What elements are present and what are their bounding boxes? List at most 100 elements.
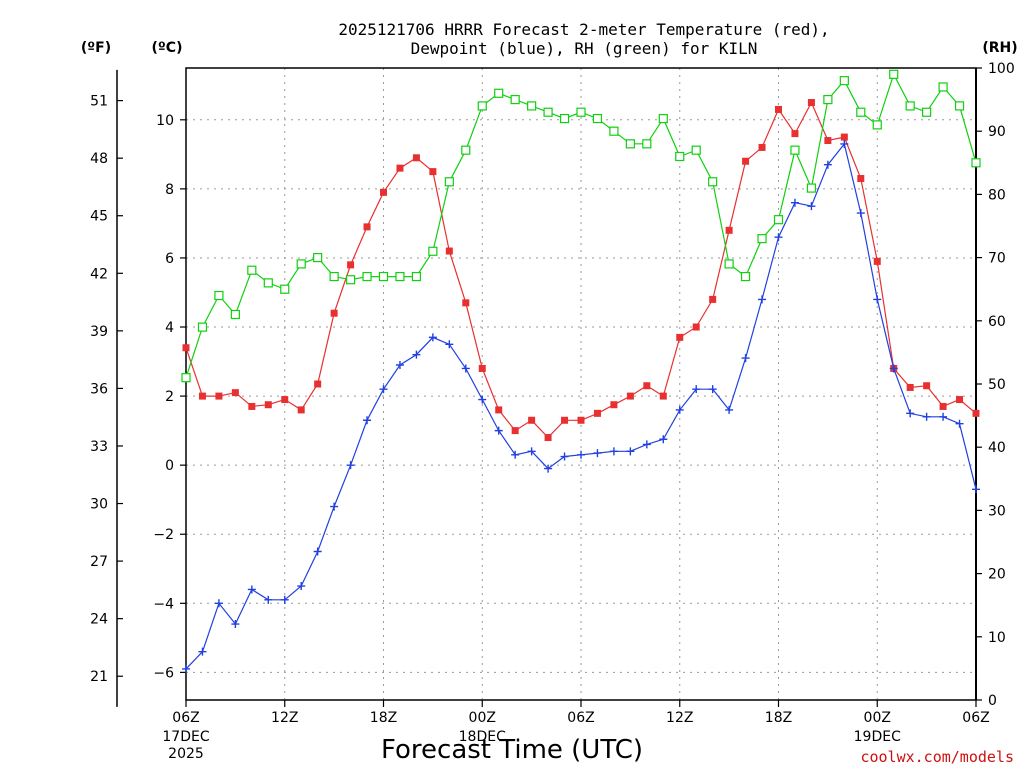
rh-tick-label: 30 bbox=[988, 503, 1006, 519]
dewpoint-point bbox=[955, 419, 964, 428]
dewpoint-point bbox=[725, 405, 734, 414]
dewpoint-point bbox=[297, 582, 306, 591]
rh-point bbox=[197, 322, 208, 332]
celsius-tick-label: −6 bbox=[153, 665, 174, 681]
temperature-point bbox=[264, 401, 272, 409]
rh-point bbox=[263, 278, 273, 288]
dewpoint-point bbox=[873, 295, 882, 304]
x-tick-label: 06Z bbox=[567, 710, 594, 726]
dewpoint-point bbox=[626, 447, 635, 456]
temperature-point bbox=[495, 406, 503, 414]
dewpoint-point bbox=[494, 426, 503, 435]
dewpoint-point bbox=[692, 385, 701, 394]
rh-point bbox=[872, 120, 882, 130]
rh-tick-label: 70 bbox=[988, 251, 1006, 267]
temperature-point bbox=[577, 416, 585, 424]
celsius-tick-label: −2 bbox=[153, 527, 174, 543]
x-tick-date-label: 19DEC bbox=[854, 729, 901, 745]
chart-title: 2025121706 HRRR Forecast 2-meter Tempera… bbox=[338, 20, 829, 58]
celsius-unit-label: (ºC) bbox=[152, 40, 183, 56]
temperature-point bbox=[939, 402, 947, 410]
rh-point bbox=[740, 271, 751, 282]
temperature-point bbox=[972, 409, 980, 417]
rh-point bbox=[971, 158, 981, 168]
rh-tick-label: 60 bbox=[988, 314, 1006, 330]
temperature-point bbox=[923, 382, 931, 390]
temperature-point bbox=[330, 309, 338, 317]
rh-point bbox=[510, 94, 520, 105]
dewpoint-point bbox=[972, 485, 980, 494]
fahrenheit-tick-label: 33 bbox=[90, 439, 108, 455]
dewpoint-point bbox=[758, 295, 767, 304]
temperature-point bbox=[445, 247, 453, 255]
temperature-point bbox=[380, 188, 387, 196]
rh-point bbox=[280, 284, 290, 294]
dewpoint-point bbox=[807, 202, 816, 211]
x-tick-date-label: 18DEC bbox=[459, 729, 506, 745]
rh-point bbox=[856, 107, 866, 117]
x-tick-label: 00Z bbox=[864, 710, 891, 726]
temperature-point bbox=[231, 389, 239, 397]
temperature-point bbox=[643, 382, 651, 390]
dewpoint-point bbox=[790, 198, 799, 207]
rh-point bbox=[345, 275, 356, 285]
temperature-point bbox=[363, 223, 371, 231]
rh-point bbox=[214, 290, 224, 301]
rh-point bbox=[592, 113, 603, 124]
dewpoint-point bbox=[346, 461, 355, 470]
temperature-point bbox=[807, 99, 815, 107]
dewpoint-point bbox=[214, 599, 223, 608]
dewpoint-point bbox=[461, 364, 470, 373]
dewpoint-point bbox=[609, 447, 618, 456]
temperature-point bbox=[215, 392, 223, 400]
celsius-tick-label: 4 bbox=[165, 320, 174, 336]
dewpoint-point bbox=[379, 385, 388, 394]
temperature-point bbox=[182, 344, 190, 352]
celsius-tick-label: 10 bbox=[156, 113, 174, 129]
rh-point bbox=[494, 88, 504, 98]
rh-point bbox=[625, 139, 635, 149]
series-dewpoint bbox=[182, 139, 980, 673]
temperature-point bbox=[725, 226, 733, 234]
celsius-tick-label: 6 bbox=[165, 251, 174, 267]
temperature-point bbox=[659, 392, 667, 400]
dewpoint-point bbox=[856, 209, 865, 218]
dewpoint-point bbox=[428, 333, 437, 342]
rh-point bbox=[675, 151, 685, 162]
fahrenheit-tick-label: 51 bbox=[90, 94, 108, 110]
rh-point bbox=[329, 271, 339, 282]
dewpoint-point bbox=[889, 364, 898, 373]
rh-point bbox=[395, 271, 405, 282]
dewpoint-point bbox=[593, 449, 602, 458]
dewpoint-point bbox=[330, 502, 339, 511]
temperature-point bbox=[528, 416, 536, 424]
x-tick-label: 06Z bbox=[962, 710, 989, 726]
temperature-point bbox=[676, 333, 684, 341]
rh-point bbox=[378, 271, 389, 282]
x-tick-label: 12Z bbox=[666, 710, 693, 726]
temperature-point bbox=[626, 392, 634, 400]
temperature-point bbox=[692, 323, 700, 331]
temperature-point bbox=[791, 130, 799, 138]
rh-point bbox=[428, 246, 438, 256]
rh-point bbox=[839, 76, 849, 86]
rh-tick-label: 20 bbox=[988, 567, 1006, 583]
dewpoint-point bbox=[939, 412, 948, 421]
rh-point bbox=[247, 265, 257, 275]
celsius-axis-ticks: −6 −4 −2 0 2 4 6 8 10 bbox=[153, 113, 186, 681]
dewpoint-point bbox=[280, 595, 289, 604]
dewpoint-point bbox=[922, 412, 931, 421]
rh-point bbox=[658, 113, 668, 124]
temperature-point bbox=[347, 261, 355, 269]
dewpoint-point bbox=[577, 450, 585, 459]
x-tick-label: 06Z bbox=[172, 710, 199, 726]
rh-tick-label: 90 bbox=[988, 124, 1006, 140]
rh-point bbox=[444, 177, 454, 187]
plot-grid bbox=[186, 68, 976, 700]
dewpoint-point bbox=[182, 664, 190, 673]
rh-point bbox=[806, 183, 817, 193]
rh-point bbox=[642, 139, 652, 149]
dewpoint-point bbox=[511, 450, 520, 459]
fahrenheit-tick-label: 36 bbox=[90, 381, 108, 397]
temperature-point bbox=[396, 164, 404, 172]
